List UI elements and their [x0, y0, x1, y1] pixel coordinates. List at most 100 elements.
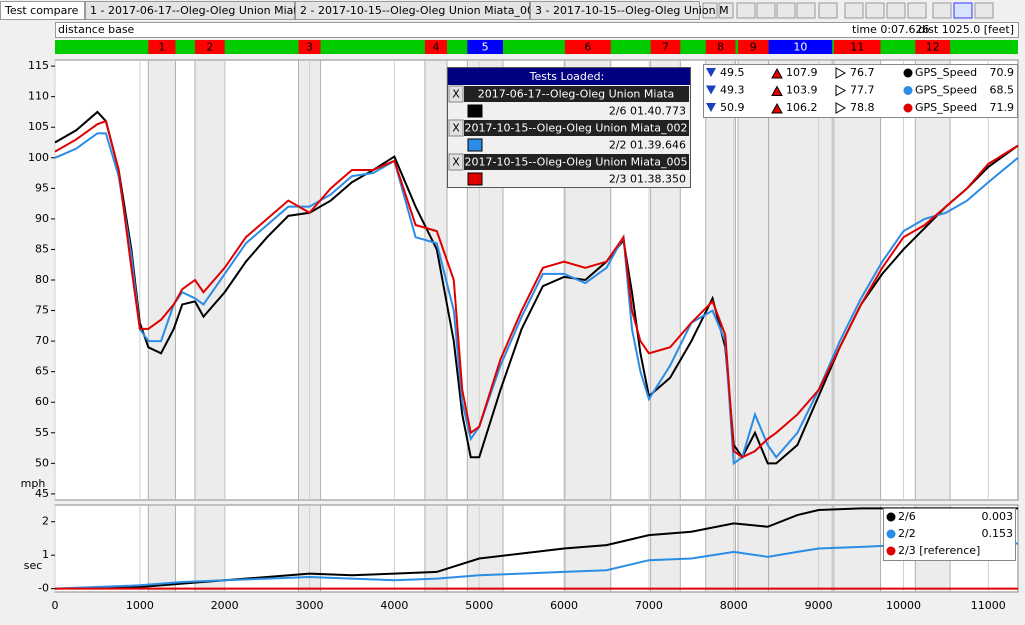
segment-band — [915, 61, 951, 499]
x-tick-label: 0 — [52, 599, 59, 612]
test-name-bar — [464, 154, 689, 170]
remove-button-x: X — [452, 88, 460, 101]
segment-band — [467, 506, 503, 591]
series-line — [54, 110, 1019, 465]
test-name-bar — [464, 86, 689, 102]
stat-current: 70.9 — [990, 66, 1015, 79]
segment — [833, 40, 881, 54]
segment-band — [768, 61, 833, 499]
tool-button[interactable] — [932, 2, 952, 19]
stat-current: 68.5 — [990, 84, 1015, 97]
segment-label: 11 — [850, 41, 864, 54]
x-tick-label: 2000 — [211, 599, 239, 612]
tool-button[interactable] — [974, 2, 994, 19]
stat-avg: 77.7 — [850, 84, 875, 97]
remove-button[interactable] — [448, 85, 464, 103]
test-color-swatch — [467, 104, 483, 118]
y-axis-label: sec — [24, 559, 43, 572]
test-name: 2017-10-15--Oleg-Oleg Union Miata_005 — [465, 156, 688, 169]
stats-table — [703, 64, 1018, 118]
channel-name: GPS_Speed — [915, 101, 977, 114]
tab[interactable] — [530, 1, 700, 20]
segment — [768, 40, 833, 54]
channel-name: GPS_Speed — [915, 84, 977, 97]
tool-button[interactable] — [865, 2, 885, 19]
remove-button-x: X — [452, 122, 460, 135]
segment-band — [194, 506, 225, 591]
series-dot — [903, 68, 913, 78]
y-tick-label: 90 — [35, 212, 49, 225]
max-icon — [771, 102, 783, 114]
segment-label: 6 — [584, 41, 591, 54]
segment-band — [833, 61, 881, 499]
tests-title: Tests Loaded: — [529, 70, 605, 83]
tool-button[interactable] — [886, 2, 906, 19]
segment — [194, 40, 225, 54]
segment-label: 8 — [717, 41, 724, 54]
segment-band — [424, 61, 447, 499]
x-tick-label: 9000 — [805, 599, 833, 612]
stat-min: 50.9 — [720, 101, 745, 114]
tab[interactable] — [295, 1, 530, 20]
x-tick-label: 6000 — [550, 599, 578, 612]
tool-button[interactable] — [844, 2, 864, 19]
tool-button[interactable] — [718, 2, 734, 19]
x-tick-label: 8000 — [720, 599, 748, 612]
segment-label: 10 — [793, 41, 807, 54]
time-label: time 0:07.626 — [852, 23, 930, 36]
stat-max: 107.9 — [786, 66, 818, 79]
segment-band — [705, 506, 736, 591]
series-line — [54, 119, 1019, 459]
test-lap: 2/2 01.39.646 — [609, 139, 686, 152]
legend-dot — [886, 529, 896, 539]
segment-band — [738, 61, 769, 499]
test-color-swatch — [467, 172, 483, 186]
tool-button[interactable] — [818, 2, 838, 19]
tool-button[interactable] — [907, 2, 927, 19]
y-tick-label: 115 — [28, 59, 49, 72]
series-dot — [903, 86, 913, 95]
y-tick-label: 50 — [35, 456, 49, 469]
test-lap: 2/3 01.38.350 — [609, 173, 686, 186]
segment — [564, 40, 611, 54]
y-tick-label: 105 — [28, 120, 49, 133]
segment-label: 4 — [432, 41, 439, 54]
y-tick-label: 100 — [28, 151, 49, 164]
tool-button[interactable] — [953, 2, 973, 19]
remove-button[interactable] — [448, 153, 464, 171]
stat-max: 103.9 — [786, 84, 818, 97]
legend-name: 2/3 [reference] — [898, 544, 980, 557]
remove-button-x: X — [452, 156, 460, 169]
y-tick-label: 55 — [35, 426, 49, 439]
segment — [915, 40, 951, 54]
header-bar — [55, 22, 1019, 38]
tool-button[interactable] — [796, 2, 816, 19]
segment-label: 3 — [306, 41, 313, 54]
tab[interactable] — [0, 1, 85, 20]
test-name: 2017-06-17--Oleg-Oleg Union Miata — [478, 88, 675, 101]
legend-name: 2/6 — [898, 510, 916, 523]
segment-band — [650, 506, 681, 591]
tool-button[interactable] — [776, 2, 796, 19]
segment-band — [738, 506, 769, 591]
tab[interactable] — [85, 1, 295, 20]
max-icon — [771, 67, 783, 79]
tab-label: Test compare — [4, 4, 79, 17]
legend-dot — [886, 512, 896, 522]
legend-name: 2/2 — [898, 527, 916, 540]
tool-button[interactable] — [756, 2, 776, 19]
tool-button[interactable] — [736, 2, 756, 19]
test-name-bar — [464, 120, 689, 136]
legend-value: 0.153 — [982, 527, 1014, 540]
tool-button[interactable] — [702, 2, 718, 19]
remove-button[interactable] — [448, 119, 464, 137]
max-icon — [771, 85, 783, 96]
y-tick-label: 1 — [42, 548, 49, 561]
min-icon — [706, 85, 716, 95]
segment — [738, 40, 769, 54]
segment-band — [148, 61, 176, 499]
min-icon — [706, 68, 716, 77]
y-axis-label: mph — [21, 477, 46, 490]
y-tick-label: 70 — [35, 334, 49, 347]
